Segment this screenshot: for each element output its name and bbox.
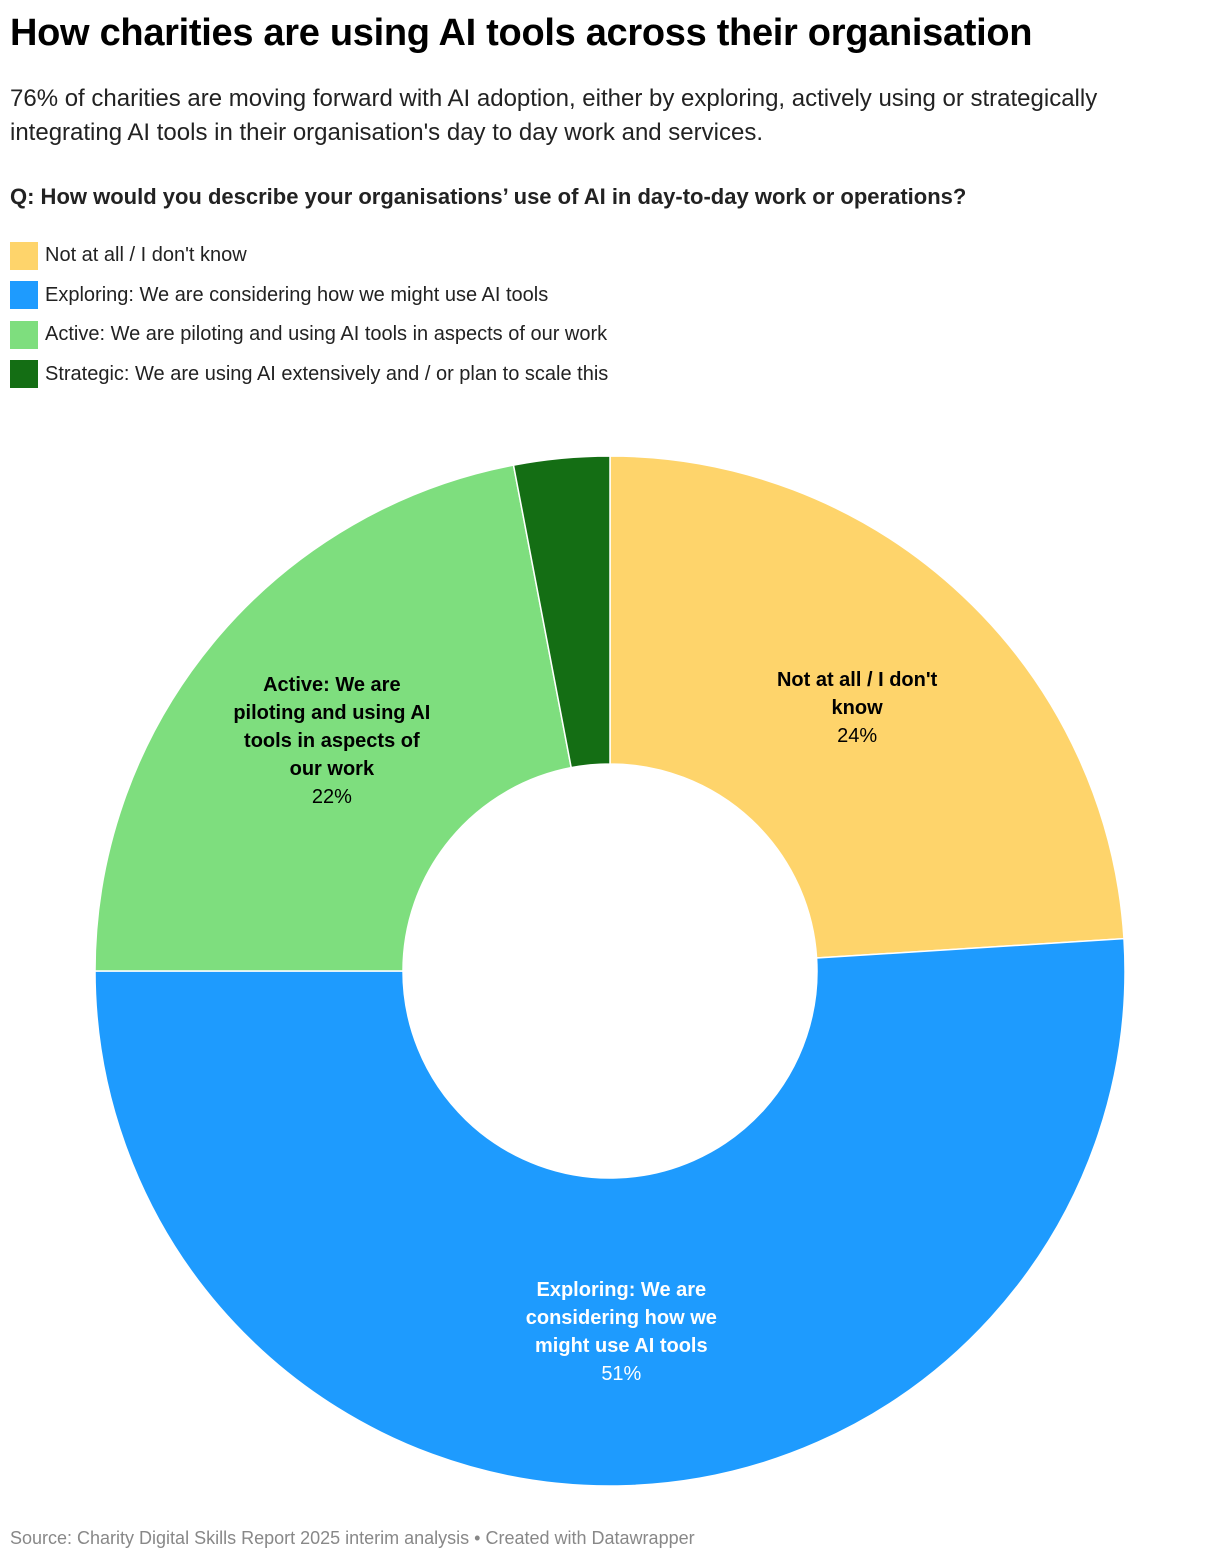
legend-item-strategic: Strategic: We are using AI extensively a… — [10, 355, 608, 395]
legend: Not at all / I don't know Exploring: We … — [10, 236, 608, 394]
legend-item-exploring: Exploring: We are considering how we mig… — [10, 276, 608, 316]
donut-slice-strategic — [512, 455, 611, 769]
legend-swatch — [10, 360, 38, 389]
survey-question: Q: How would you describe your organisat… — [10, 184, 967, 209]
chart-subtitle: 76% of charities are moving forward with… — [10, 85, 1098, 146]
source-footer: Source: Charity Digital Skills Report 20… — [10, 1528, 695, 1548]
slice-label-name: Exploring: We are considering how we mig… — [525, 1278, 717, 1357]
slice-label-value: 22% — [311, 785, 352, 808]
slice-label-not-at-all: Not at all / I don't know 24% — [757, 666, 957, 750]
slice-label-name: Not at all / I don't know — [776, 668, 938, 719]
slice-label-exploring: Exploring: We are considering how we mig… — [511, 1276, 731, 1388]
legend-swatch — [10, 320, 38, 349]
legend-item-not-at-all: Not at all / I don't know — [10, 236, 608, 276]
legend-swatch — [10, 241, 38, 270]
legend-label: Strategic: We are using AI extensively a… — [45, 362, 609, 385]
legend-item-active: Active: We are piloting and using AI too… — [10, 315, 608, 355]
chart-title: How charities are using AI tools across … — [10, 12, 1033, 54]
legend-label: Active: We are piloting and using AI too… — [45, 323, 608, 346]
donut-slice-not — [609, 455, 1125, 959]
slice-label-name: Active: We are piloting and using AI too… — [233, 673, 431, 780]
slice-label-value: 24% — [837, 724, 878, 747]
slice-label-active: Active: We are piloting and using AI too… — [226, 671, 438, 811]
donut-slice-active — [94, 464, 573, 972]
legend-label: Exploring: We are considering how we mig… — [45, 283, 549, 306]
slice-label-value: 51% — [601, 1362, 642, 1385]
donut-slice-exploring — [94, 937, 1126, 1487]
legend-swatch — [10, 281, 38, 310]
legend-label: Not at all / I don't know — [45, 244, 247, 267]
